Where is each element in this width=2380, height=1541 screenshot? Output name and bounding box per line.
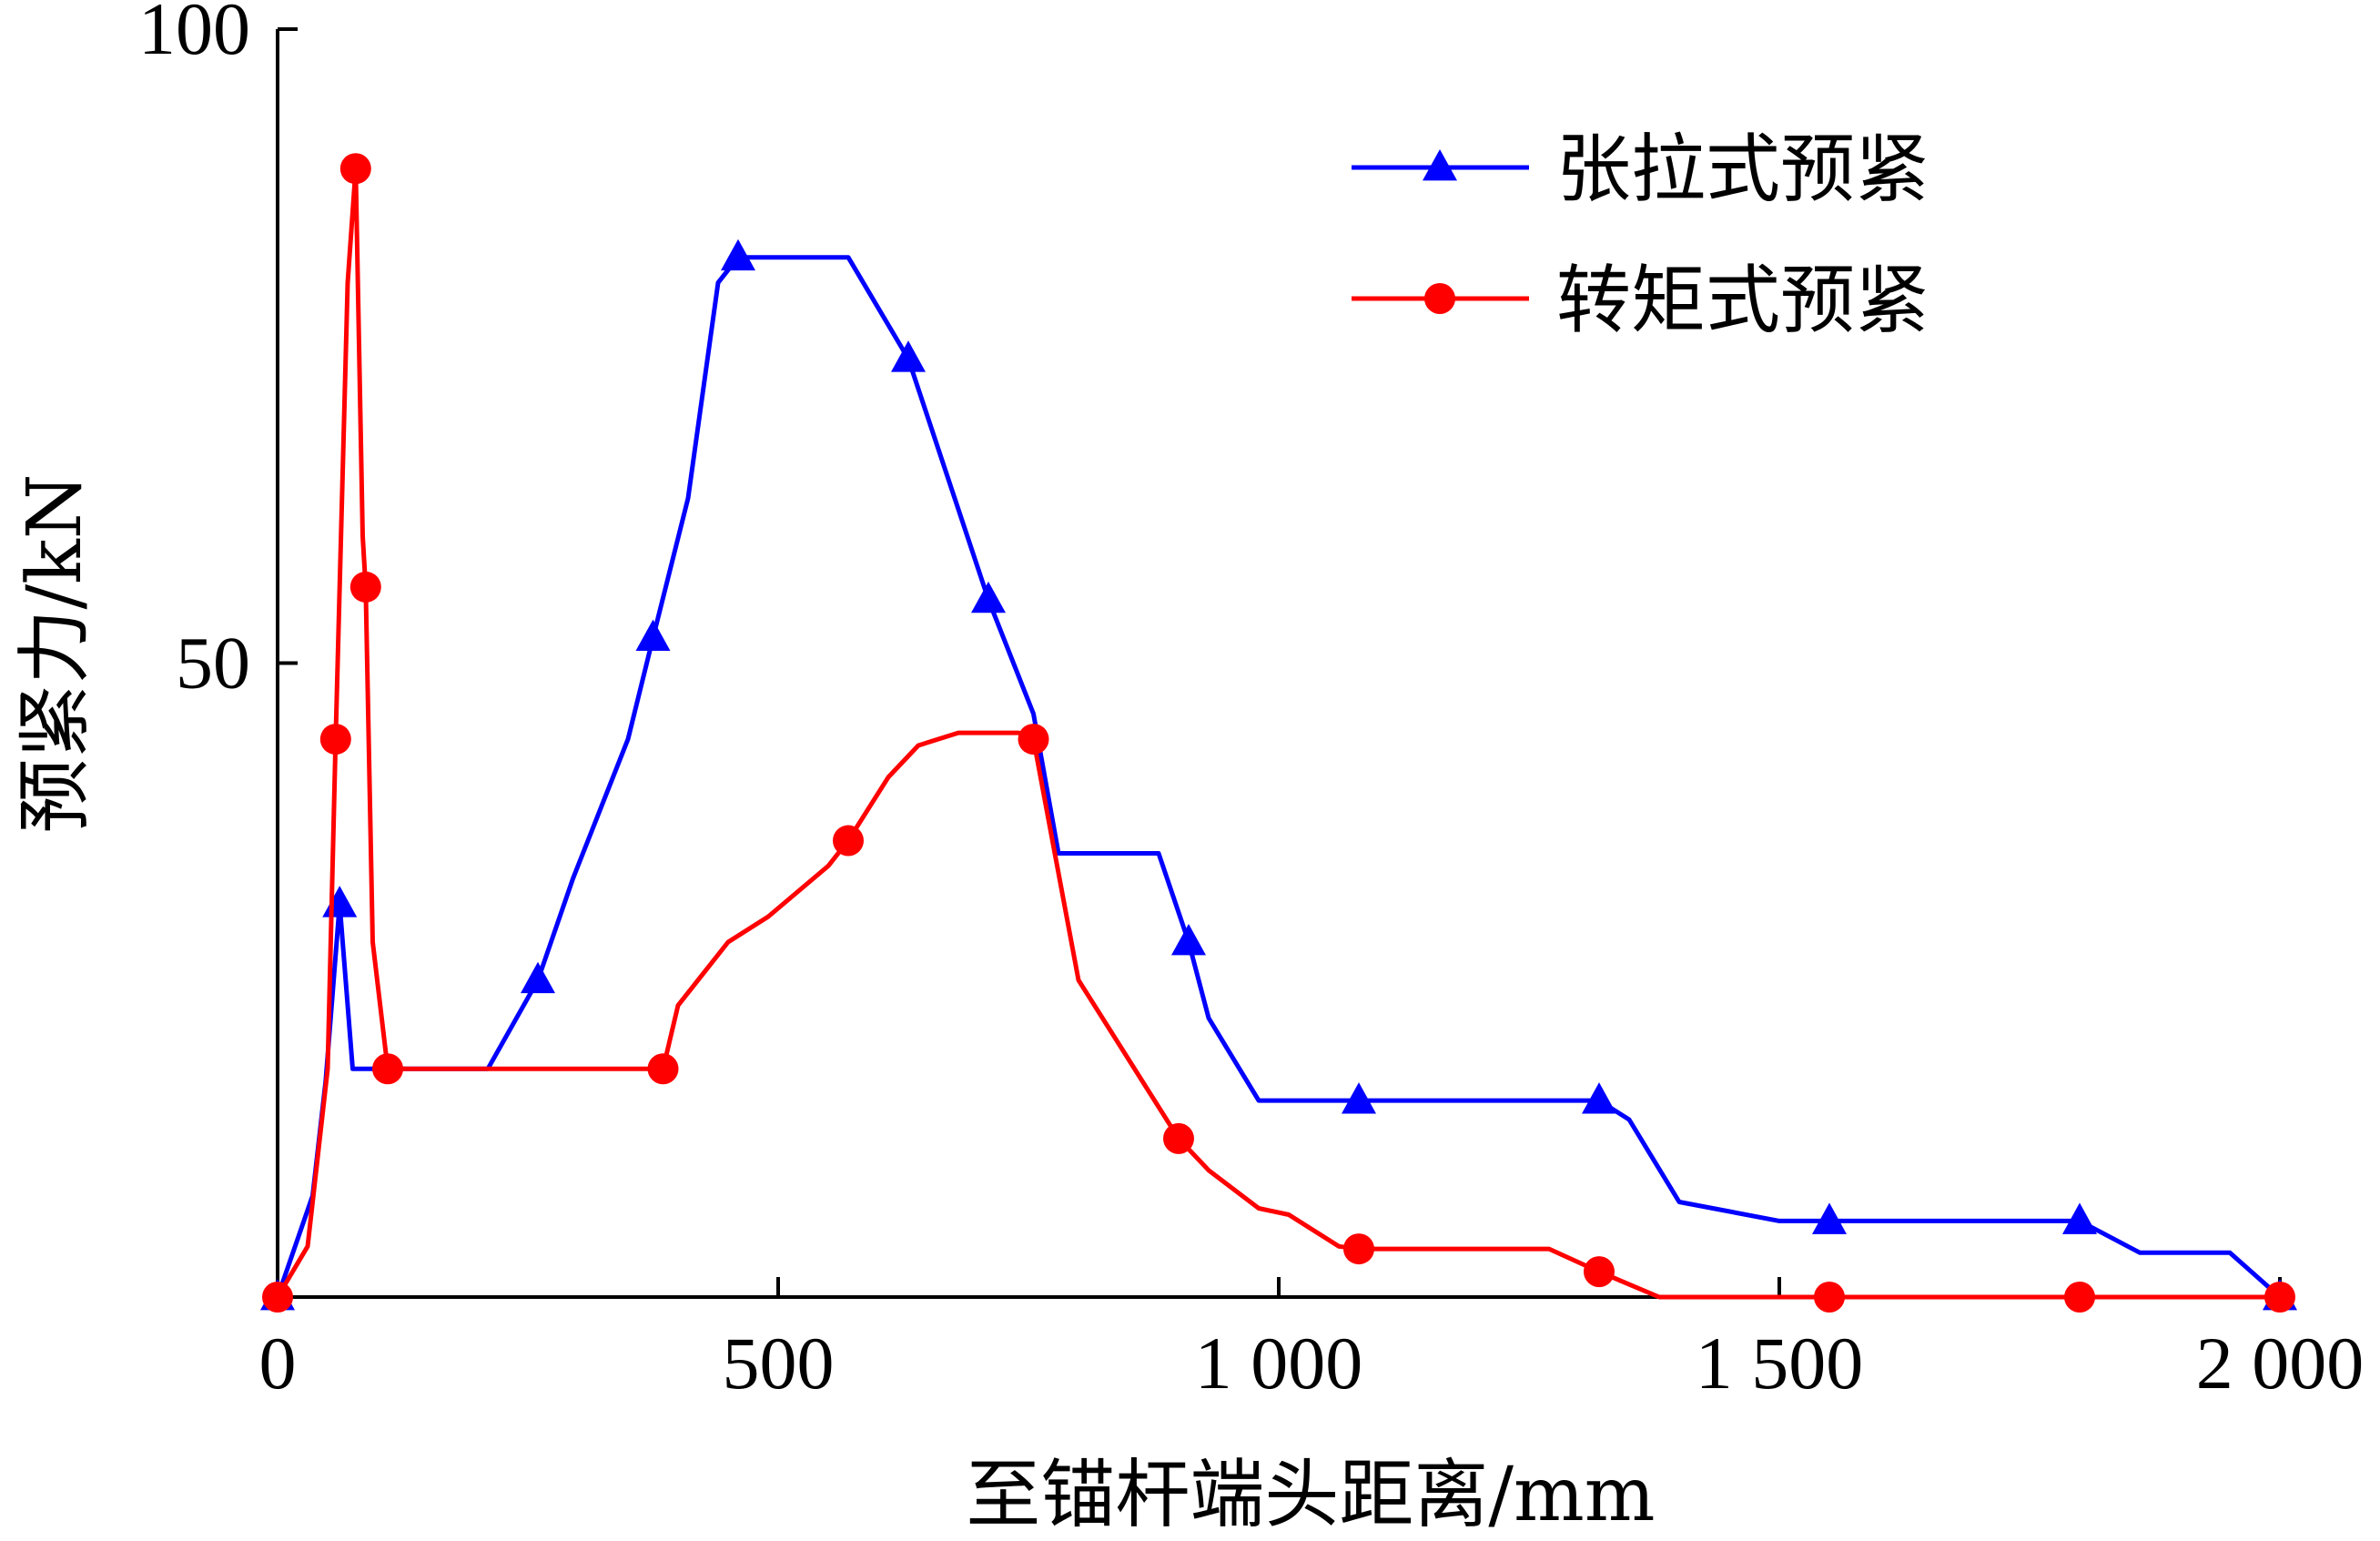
- y-tick-label: 100: [138, 0, 250, 70]
- data-point-1: [1343, 1233, 1374, 1265]
- data-point-1: [349, 571, 381, 603]
- axes: [276, 29, 2280, 1299]
- data-point-1: [833, 825, 864, 857]
- series-group-0: [260, 238, 2297, 1311]
- data-point-0: [1582, 1082, 1616, 1114]
- tick-labels: 0 500 1 000 1 500 2 000 50 100: [138, 0, 2364, 1404]
- legend-label-0: 张拉式预紧: [1556, 127, 1929, 213]
- y-tick-label: 50: [176, 622, 250, 705]
- x-tick-label: 0: [259, 1322, 297, 1404]
- legend-label-1: 转矩式预紧: [1556, 258, 1929, 344]
- series-layer: [260, 153, 2297, 1313]
- series-line-0: [275, 255, 2282, 1299]
- data-point-0: [2062, 1202, 2097, 1234]
- data-point-0: [891, 340, 926, 372]
- data-point-1: [1163, 1122, 1194, 1154]
- data-point-1: [647, 1053, 679, 1085]
- data-point-0: [721, 238, 755, 271]
- data-point-0: [521, 961, 555, 994]
- x-tick-label: 1 000: [1195, 1322, 1363, 1404]
- data-point-1: [1584, 1256, 1615, 1288]
- data-point-0: [1812, 1202, 1847, 1234]
- y-axis-title: 预紧力/kN: [12, 473, 98, 833]
- legend-item-0: 张拉式预紧: [1352, 127, 1929, 213]
- x-tick-label: 2 000: [2196, 1322, 2365, 1404]
- data-point-0: [1171, 923, 1206, 956]
- x-axis-title: 至锚杆端头距离/mm: [966, 1452, 1655, 1538]
- data-point-1: [262, 1282, 293, 1313]
- data-point-1: [339, 153, 371, 185]
- legend-marker-1: [1424, 283, 1455, 314]
- data-point-0: [635, 619, 671, 652]
- data-point-1: [2064, 1282, 2095, 1313]
- series-group-1: [262, 153, 2295, 1313]
- legend-marker-0: [1423, 149, 1457, 181]
- data-point-1: [372, 1053, 403, 1085]
- series-line-1: [275, 166, 2280, 1300]
- data-point-0: [322, 886, 358, 918]
- tick-marks: [278, 27, 2282, 1297]
- legend-item-1: 转矩式预紧: [1352, 258, 1929, 344]
- data-point-1: [319, 724, 351, 755]
- x-tick-label: 1 500: [1696, 1322, 1864, 1404]
- data-point-1: [2264, 1282, 2295, 1313]
- data-point-1: [1814, 1282, 1845, 1313]
- data-point-1: [1018, 724, 1049, 755]
- data-point-0: [1342, 1082, 1376, 1114]
- x-tick-label: 500: [723, 1322, 835, 1404]
- data-point-0: [971, 581, 1006, 613]
